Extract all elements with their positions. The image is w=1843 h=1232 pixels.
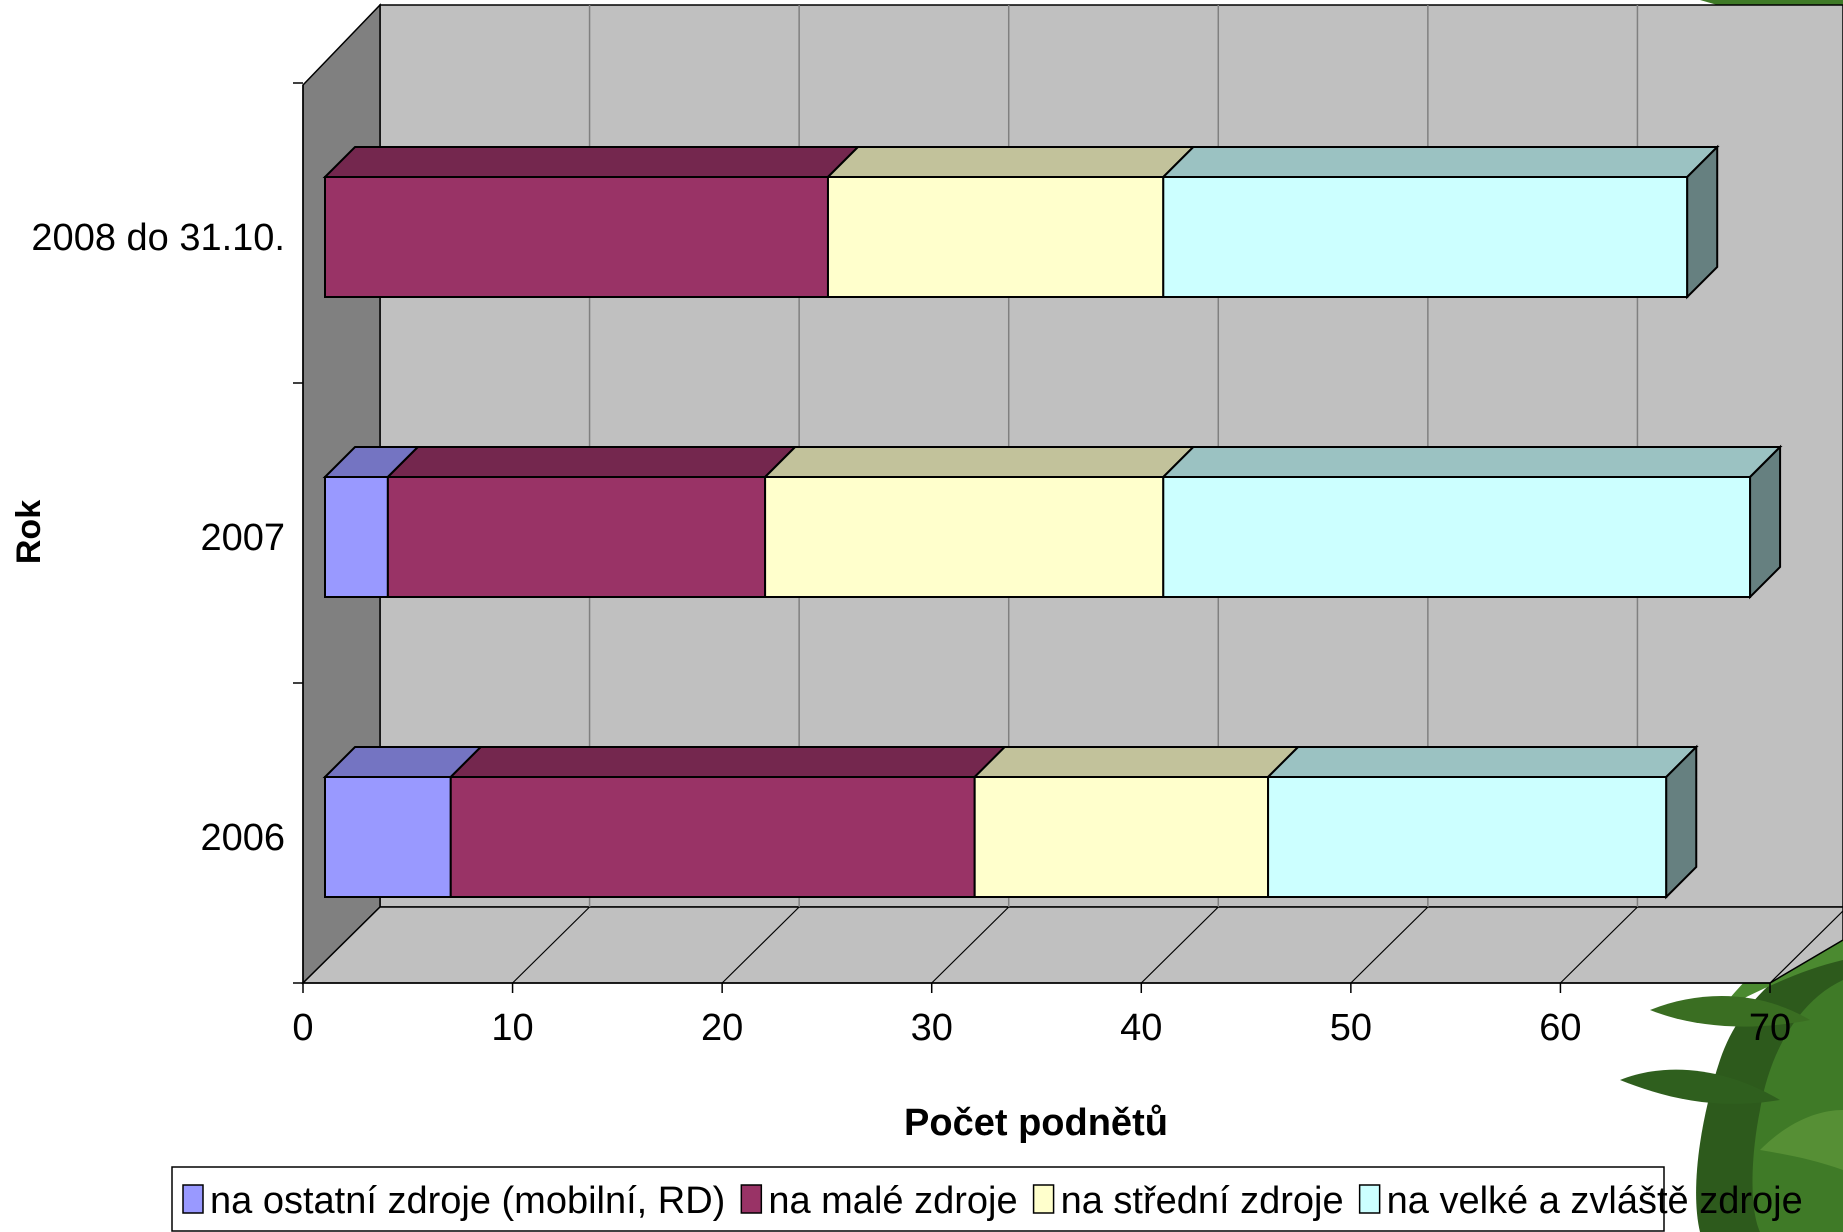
x-tick-label: 50 [1330,1007,1372,1049]
y-axis-ticks [293,82,303,984]
bar-top-face [1160,446,1783,478]
bar-front-face [973,776,1270,898]
legend-item: na velké a zvláště zdroje [1358,1180,1803,1222]
gridline-floor [512,906,590,984]
gridline-floor [1350,906,1429,984]
bar-segment [1160,444,1783,600]
bar-segment [322,746,484,898]
chart-floor [301,906,1843,984]
gridline-floor [1560,906,1638,984]
legend-item: na ostatní zdroje (mobilní, RD) [182,1180,725,1222]
x-tick-label: 0 [292,1007,313,1049]
bar-front-face [826,176,1165,298]
y-tick-labels: 2006 2007 2008 do 31.10. [31,217,285,859]
legend-item: na střední zdroje [1032,1180,1344,1222]
bar-top-face [972,746,1301,778]
bar-segment [1160,144,1720,300]
x-tick-label: 70 [1749,1007,1791,1049]
bar-top-face [448,746,1008,778]
y-tick-label: 2006 [200,817,285,859]
bar-side-face [1665,744,1698,900]
bar-top-face [1160,146,1720,178]
gridline-floor [1140,906,1219,984]
x-tick-labels: 0 10 20 30 40 50 60 70 [292,1007,1791,1049]
bar-top-face [322,146,861,178]
legend-swatch [1032,1184,1055,1214]
legend-swatch [1358,1184,1381,1214]
bar-top-face [1265,746,1699,778]
bar-segment [972,746,1301,898]
y-axis-title: Rok [10,500,48,564]
x-axis-title: Počet podnětů [904,1102,1168,1144]
legend-label: na střední zdroje [1061,1180,1344,1222]
y-tick-label: 2007 [200,517,285,559]
bar-segment [448,746,1008,898]
bar-front-face [386,476,767,598]
x-tick-label: 60 [1539,1007,1581,1049]
bar-segment [322,446,421,598]
bar-front-face [1162,476,1752,598]
x-tick-label: 30 [911,1007,953,1049]
bar-front-face [1162,176,1689,298]
bar-front-face [764,476,1165,598]
bar-front-face [324,476,389,598]
bar-side-face [1749,444,1782,600]
legend-box [171,1166,1665,1232]
bar-segment [762,446,1196,598]
x-tick-label: 40 [1120,1007,1162,1049]
bar-side-face [1686,144,1719,300]
legend-label: na velké a zvláště zdroje [1387,1180,1803,1222]
bar-segment [825,146,1196,298]
bar-front-face [449,776,976,898]
bar-segment [385,446,798,598]
legend-swatch [182,1184,204,1214]
bar-segment [1265,744,1699,900]
gridline-floor [721,906,800,984]
legend-swatch [740,1184,763,1214]
gridline-floor [931,906,1010,984]
x-tick-label: 10 [491,1007,533,1049]
y-tick-label: 2008 do 31.10. [31,217,285,259]
bar-front-face [324,176,829,298]
bar-top-face [385,446,798,478]
bar-front-face [1267,776,1668,898]
bar-segment [322,146,861,298]
bars [322,144,1783,900]
bar-front-face [324,776,452,898]
x-tick-label: 20 [701,1007,743,1049]
legend-label: na ostatní zdroje (mobilní, RD) [210,1180,725,1222]
bar-top-face [762,446,1196,478]
gridline-floor [1769,910,1843,984]
bar-top-face [825,146,1196,178]
legend: na ostatní zdroje (mobilní, RD) na malé z… [171,1166,1803,1232]
legend-item: na malé zdroje [740,1180,1018,1222]
legend-label: na malé zdroje [768,1180,1017,1222]
